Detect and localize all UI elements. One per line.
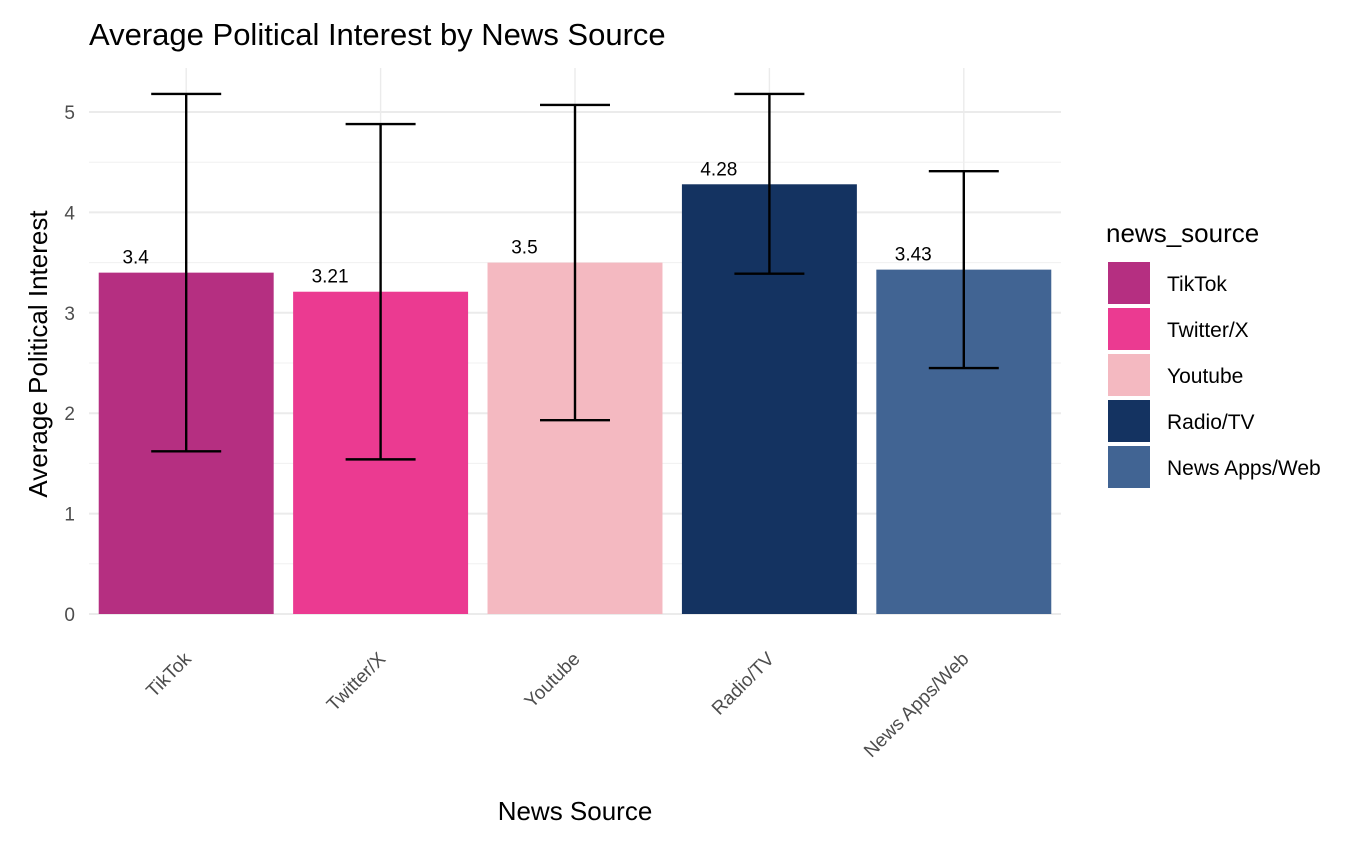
x-tick-label: TikTok bbox=[143, 648, 197, 702]
x-axis-title: News Source bbox=[498, 796, 653, 826]
error-bar bbox=[928, 170, 999, 370]
legend-label: Twitter/X bbox=[1167, 319, 1249, 342]
error-bar bbox=[734, 92, 805, 275]
data-labels: 3.4 3.21 3.5 4.28 3.43 bbox=[122, 159, 931, 287]
legend-items: TikTok Twitter/X Youtube Radio/TV News Apps/… bbox=[1108, 262, 1321, 488]
legend-key bbox=[1108, 262, 1150, 304]
x-tick-label: Youtube bbox=[521, 649, 585, 713]
y-tick-label: 2 bbox=[64, 404, 75, 425]
legend-key bbox=[1108, 400, 1150, 442]
legend-key bbox=[1108, 354, 1150, 396]
y-tick-label: 5 bbox=[64, 103, 75, 124]
x-tick-label: News Apps/Web bbox=[860, 649, 973, 762]
error-bar bbox=[151, 92, 222, 453]
legend-key bbox=[1108, 446, 1150, 488]
y-axis-title: Average Political Interest bbox=[23, 210, 53, 498]
legend-label: TikTok bbox=[1167, 273, 1227, 296]
y-axis-ticks: 0 1 2 3 4 5 bbox=[64, 103, 75, 626]
x-tick-label: Radio/TV bbox=[708, 648, 779, 719]
legend-label: Radio/TV bbox=[1167, 411, 1255, 434]
legend-title: news_source bbox=[1106, 218, 1259, 248]
legend-label: News Apps/Web bbox=[1167, 457, 1321, 480]
data-label: 4.28 bbox=[700, 159, 737, 180]
data-label: 3.4 bbox=[122, 248, 149, 269]
chart-title: Average Political Interest by News Sourc… bbox=[89, 17, 666, 52]
legend-key bbox=[1108, 308, 1150, 350]
error-bars bbox=[151, 92, 999, 461]
data-label: 3.21 bbox=[312, 267, 349, 288]
legend-label: Youtube bbox=[1167, 365, 1243, 388]
y-tick-label: 3 bbox=[64, 304, 75, 325]
data-label: 3.43 bbox=[895, 245, 932, 266]
error-bar bbox=[540, 103, 610, 422]
error-bar bbox=[345, 122, 416, 461]
legend: news_source TikTok Twitter/X Youtube Radio/… bbox=[1106, 218, 1321, 488]
x-tick-label: Twitter/X bbox=[323, 648, 390, 715]
y-tick-label: 1 bbox=[64, 505, 75, 526]
data-label: 3.5 bbox=[511, 238, 537, 259]
x-axis-ticks: TikTok Twitter/X Youtube Radio/TV News Apps/… bbox=[143, 648, 974, 762]
y-tick-label: 4 bbox=[64, 203, 75, 224]
y-tick-label: 0 bbox=[64, 605, 75, 626]
